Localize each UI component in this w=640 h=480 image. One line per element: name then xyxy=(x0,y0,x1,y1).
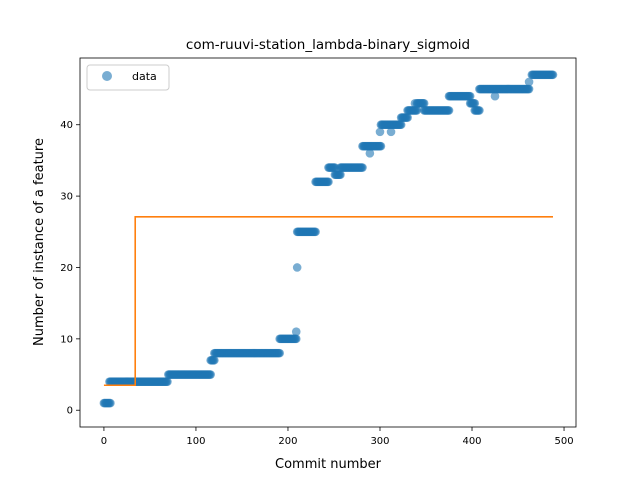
y-tick-label: 20 xyxy=(60,263,73,274)
data-point-run xyxy=(206,355,219,365)
data-point xyxy=(292,263,302,272)
legend: data xyxy=(86,64,170,91)
data-point-run xyxy=(527,70,558,80)
data-point xyxy=(524,84,534,94)
data-point-run xyxy=(336,163,367,172)
data-point xyxy=(375,127,385,137)
data-point xyxy=(524,77,534,87)
data-point-run xyxy=(475,84,534,94)
data-point xyxy=(403,113,412,122)
data-point-run xyxy=(470,106,484,115)
data-point xyxy=(206,370,215,379)
data-point-run xyxy=(444,91,475,101)
data-point-run xyxy=(376,120,406,130)
fit-line-group xyxy=(103,216,553,387)
x-axis-ticks: 0 100 200 300 400 500 xyxy=(101,427,574,447)
data-point-run xyxy=(403,106,422,115)
data-point xyxy=(396,120,406,130)
data-point xyxy=(336,170,345,179)
data-point-run xyxy=(311,177,333,187)
data-point xyxy=(311,227,320,237)
data-point-run xyxy=(465,99,480,108)
data-point xyxy=(419,99,429,108)
y-tick-label: 30 xyxy=(60,192,73,203)
data-point xyxy=(291,334,301,344)
fit-line xyxy=(103,216,553,387)
data-point xyxy=(465,91,475,101)
data-point xyxy=(444,106,454,115)
legend-label: data xyxy=(132,70,157,83)
data-point xyxy=(275,348,284,358)
y-tick-label: 0 xyxy=(67,406,73,417)
data-point xyxy=(358,163,367,172)
data-point xyxy=(365,148,375,158)
data-point xyxy=(106,398,115,408)
data-point-run xyxy=(358,141,386,151)
y-tick-label: 10 xyxy=(60,334,73,345)
data-point-run xyxy=(396,113,412,122)
data-point-run xyxy=(164,370,215,379)
x-tick-label: 200 xyxy=(278,436,297,447)
data-point xyxy=(210,355,219,365)
data-point xyxy=(376,141,386,151)
data-point xyxy=(412,106,422,115)
data-point xyxy=(490,91,500,101)
data-point-run xyxy=(99,398,115,408)
data-point xyxy=(324,177,333,187)
data-point-run xyxy=(330,170,345,179)
data-point xyxy=(410,99,420,108)
y-axis-ticks: 0 10 20 30 40 xyxy=(60,120,80,417)
plot-marks xyxy=(99,70,558,408)
x-axis-label: Commit number xyxy=(275,457,382,472)
chart-title: com-ruuvi-station_lambda-binary_sigmoid xyxy=(186,37,470,53)
data-point-run xyxy=(292,227,320,237)
data-point-run xyxy=(105,377,172,386)
x-tick-label: 500 xyxy=(554,436,573,447)
y-tick-label: 40 xyxy=(60,120,73,131)
x-tick-label: 100 xyxy=(186,436,205,447)
data-point xyxy=(470,99,480,108)
x-tick-label: 300 xyxy=(370,436,389,447)
data-point-run xyxy=(275,334,301,344)
data-point xyxy=(291,327,301,337)
y-axis-label: Number of instance of a feature xyxy=(32,138,47,346)
data-point xyxy=(548,70,558,80)
plot-frame xyxy=(79,57,577,428)
data-point xyxy=(163,377,172,386)
data-point xyxy=(475,106,484,115)
data-point xyxy=(386,127,396,137)
legend-marker xyxy=(102,71,112,81)
data-point-run xyxy=(324,163,340,172)
x-tick-label: 0 xyxy=(101,436,107,447)
x-tick-label: 400 xyxy=(462,436,481,447)
data-point-run xyxy=(419,106,454,115)
data-point-run xyxy=(210,348,284,358)
